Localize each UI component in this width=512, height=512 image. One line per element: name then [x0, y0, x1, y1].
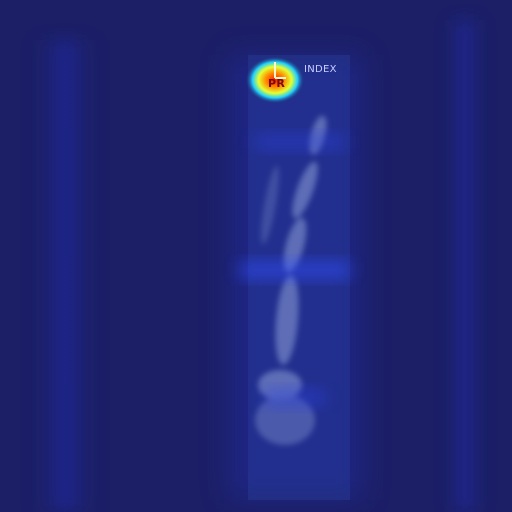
- heat-band-lower: [265, 390, 325, 406]
- marker-letter: PR: [268, 77, 286, 90]
- heat-band-upper: [255, 135, 345, 149]
- position-marker-icon: [274, 62, 286, 79]
- heatmap-hotspot: [245, 56, 305, 104]
- left-heat-strip: [30, 40, 100, 512]
- right-heat-strip: [445, 20, 485, 512]
- heat-band-mid: [240, 262, 350, 278]
- view-label: INDEX: [304, 64, 337, 75]
- finger-bones: [255, 115, 327, 445]
